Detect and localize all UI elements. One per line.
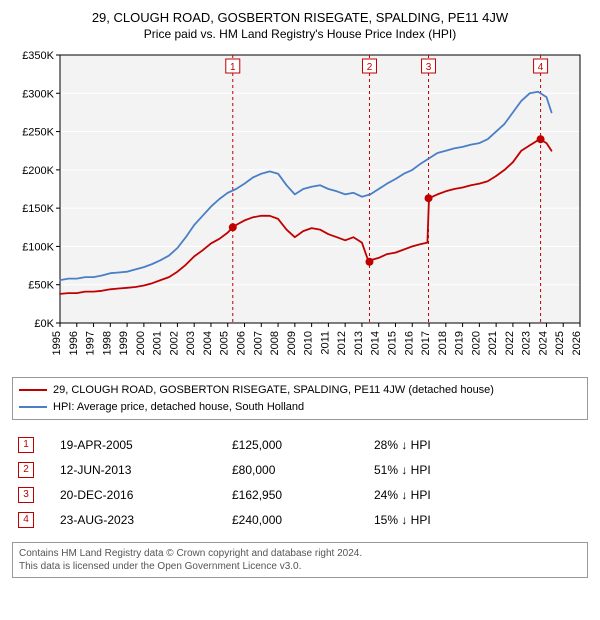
svg-text:£0K: £0K — [34, 318, 54, 330]
tx-pct: 24% ↓ HPI — [368, 482, 588, 507]
legend-label-price-paid: 29, CLOUGH ROAD, GOSBERTON RISEGATE, SPA… — [53, 382, 494, 399]
svg-text:3: 3 — [426, 62, 432, 73]
svg-text:2017: 2017 — [420, 331, 432, 355]
tx-pct: 15% ↓ HPI — [368, 507, 588, 532]
table-row: 1 19-APR-2005£125,00028% ↓ HPI — [12, 432, 588, 457]
legend-label-hpi: HPI: Average price, detached house, Sout… — [53, 399, 304, 416]
svg-text:2015: 2015 — [386, 331, 398, 355]
svg-text:2011: 2011 — [319, 331, 331, 355]
svg-text:£250K: £250K — [22, 127, 54, 139]
svg-text:2021: 2021 — [487, 331, 499, 355]
svg-text:2010: 2010 — [303, 331, 315, 355]
svg-text:£350K: £350K — [22, 50, 54, 62]
tx-date: 20-DEC-2016 — [54, 482, 226, 507]
transactions-table: 1 19-APR-2005£125,00028% ↓ HPI 2 12-JUN-201… — [12, 432, 588, 532]
svg-text:4: 4 — [538, 62, 544, 73]
tx-price: £240,000 — [226, 507, 368, 532]
legend: 29, CLOUGH ROAD, GOSBERTON RISEGATE, SPA… — [12, 377, 588, 420]
svg-text:2007: 2007 — [252, 331, 264, 355]
svg-text:2018: 2018 — [437, 331, 449, 355]
svg-text:2008: 2008 — [269, 331, 281, 355]
svg-text:2009: 2009 — [286, 331, 298, 355]
tx-pct: 51% ↓ HPI — [368, 457, 588, 482]
tx-marker: 1 — [18, 437, 34, 453]
svg-text:£150K: £150K — [22, 203, 54, 215]
svg-text:1996: 1996 — [68, 331, 80, 355]
table-row: 3 20-DEC-2016£162,95024% ↓ HPI — [12, 482, 588, 507]
svg-text:2024: 2024 — [537, 331, 549, 355]
legend-row: HPI: Average price, detached house, Sout… — [19, 399, 581, 416]
svg-text:2023: 2023 — [521, 331, 533, 355]
svg-text:2005: 2005 — [219, 331, 231, 355]
attribution-line2: This data is licensed under the Open Gov… — [19, 560, 581, 573]
svg-text:£200K: £200K — [22, 165, 54, 177]
chart-title: 29, CLOUGH ROAD, GOSBERTON RISEGATE, SPA… — [12, 10, 588, 25]
tx-marker: 3 — [18, 487, 34, 503]
svg-text:2006: 2006 — [236, 331, 248, 355]
svg-text:1998: 1998 — [101, 331, 113, 355]
attribution-line1: Contains HM Land Registry data © Crown c… — [19, 547, 581, 560]
svg-text:1999: 1999 — [118, 331, 130, 355]
svg-text:2025: 2025 — [554, 331, 566, 355]
table-row: 2 12-JUN-2013£80,00051% ↓ HPI — [12, 457, 588, 482]
tx-marker: 2 — [18, 462, 34, 478]
svg-text:2: 2 — [367, 62, 373, 73]
svg-text:2013: 2013 — [353, 331, 365, 355]
svg-text:1997: 1997 — [85, 331, 97, 355]
svg-text:2001: 2001 — [152, 331, 164, 355]
svg-text:1995: 1995 — [51, 331, 63, 355]
svg-text:£100K: £100K — [22, 241, 54, 253]
svg-text:2014: 2014 — [370, 331, 382, 355]
chart-svg: £0K £50K £100K £150K £200K £250K £300K £350K 199… — [12, 49, 588, 369]
legend-row: 29, CLOUGH ROAD, GOSBERTON RISEGATE, SPA… — [19, 382, 581, 399]
tx-date: 23-AUG-2023 — [54, 507, 226, 532]
svg-text:2000: 2000 — [135, 331, 147, 355]
svg-text:2020: 2020 — [470, 331, 482, 355]
svg-text:2012: 2012 — [336, 331, 348, 355]
tx-date: 12-JUN-2013 — [54, 457, 226, 482]
svg-text:£50K: £50K — [28, 280, 54, 292]
svg-text:2019: 2019 — [454, 331, 466, 355]
svg-text:2002: 2002 — [168, 331, 180, 355]
tx-price: £162,950 — [226, 482, 368, 507]
svg-text:1: 1 — [230, 62, 236, 73]
table-row: 4 23-AUG-2023£240,00015% ↓ HPI — [12, 507, 588, 532]
legend-swatch-price-paid — [19, 389, 47, 391]
legend-swatch-hpi — [19, 406, 47, 408]
svg-text:2026: 2026 — [571, 331, 583, 355]
svg-text:2016: 2016 — [403, 331, 415, 355]
tx-price: £80,000 — [226, 457, 368, 482]
tx-price: £125,000 — [226, 432, 368, 457]
svg-text:£300K: £300K — [22, 88, 54, 100]
svg-text:2003: 2003 — [185, 331, 197, 355]
tx-marker: 4 — [18, 512, 34, 528]
svg-text:2004: 2004 — [202, 331, 214, 355]
svg-text:2022: 2022 — [504, 331, 516, 355]
tx-pct: 28% ↓ HPI — [368, 432, 588, 457]
attribution-box: Contains HM Land Registry data © Crown c… — [12, 542, 588, 578]
tx-date: 19-APR-2005 — [54, 432, 226, 457]
chart-subtitle: Price paid vs. HM Land Registry's House … — [12, 27, 588, 41]
chart-area: £0K £50K £100K £150K £200K £250K £300K £350K 199… — [12, 49, 588, 369]
